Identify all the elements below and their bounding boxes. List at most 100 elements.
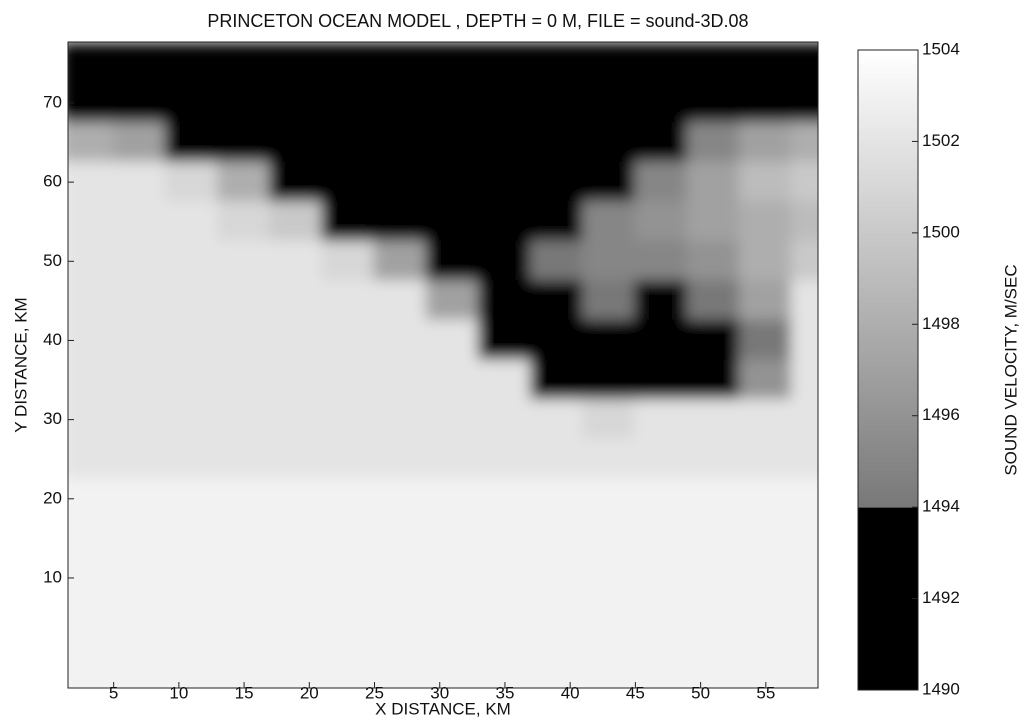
heat-cell [790, 438, 818, 480]
colorbar-cell [858, 72, 918, 78]
heat-cell [373, 121, 428, 164]
heat-cell [477, 121, 533, 164]
heat-cell [68, 675, 115, 688]
heat-cell [738, 675, 793, 688]
heat-cell [530, 636, 585, 678]
colorbar-cell [858, 99, 918, 106]
colorbar-cell [858, 323, 918, 330]
heat-cell [321, 675, 376, 688]
heat-cell [477, 82, 533, 124]
colorbar-cell [858, 291, 918, 298]
heat-cell [686, 359, 741, 401]
colorbar-cell [858, 520, 918, 526]
heat-cell [686, 636, 741, 678]
heat-cell [217, 517, 272, 560]
plot-area [68, 42, 818, 688]
heat-cell [164, 398, 219, 441]
colorbar-tick-label: 1498 [922, 314, 960, 333]
heat-cell [269, 359, 324, 401]
colorbar-cell [858, 625, 918, 632]
heat-cell [425, 438, 480, 480]
heat-cell [686, 240, 741, 283]
heat-cell [269, 161, 324, 203]
heat-cell [164, 319, 219, 362]
heat-cell [790, 478, 818, 520]
heat-cell [634, 398, 689, 441]
heat-cell [477, 478, 533, 520]
y-tick-label: 30 [43, 409, 62, 428]
heat-cell [112, 438, 167, 480]
heat-cell [68, 82, 115, 124]
colorbar-cell [858, 680, 918, 686]
colorbar-cell [858, 296, 918, 302]
heat-cell [269, 557, 324, 599]
heat-cell [790, 557, 818, 599]
colorbar-tick-label: 1496 [922, 405, 960, 424]
colorbar-cell [858, 392, 918, 398]
heat-cell [321, 200, 376, 243]
heat-cell [68, 280, 115, 322]
colorbar-cell [858, 451, 918, 458]
heat-cell [217, 200, 272, 243]
colorbar-cell [858, 415, 918, 421]
heat-cell [269, 200, 324, 243]
colorbar-cell [858, 259, 918, 266]
heat-cell [373, 319, 428, 362]
heat-cell [582, 478, 637, 520]
colorbar-cell [858, 442, 918, 449]
colorbar-cell [858, 671, 918, 677]
heat-cell [321, 280, 376, 322]
heat-cell [790, 319, 818, 362]
heat-cell [373, 42, 428, 85]
colorbar-cell [858, 337, 918, 344]
heat-cell [373, 359, 428, 401]
heat-cell [321, 636, 376, 678]
heat-cell [164, 280, 219, 322]
heat-cell [738, 517, 793, 560]
colorbar-tick-label: 1492 [922, 588, 960, 607]
heat-cell [582, 200, 637, 243]
heat-cell [164, 161, 219, 203]
heat-cell [530, 82, 585, 124]
heat-cell [582, 557, 637, 599]
colorbar-cell [858, 534, 918, 540]
colorbar-cell [858, 652, 918, 659]
heat-cell [477, 240, 533, 283]
colorbar-cell [858, 566, 918, 572]
x-tick-label: 45 [626, 683, 645, 702]
colorbar-cell [858, 241, 918, 248]
heat-cell [269, 280, 324, 322]
heat-cell [634, 240, 689, 283]
heat-cell [217, 557, 272, 599]
heat-cell [790, 121, 818, 164]
heat-cell [425, 200, 480, 243]
colorbar-cell [858, 383, 918, 389]
heat-cell [112, 557, 167, 599]
colorbar-cell [858, 177, 918, 184]
x-tick-label: 30 [430, 683, 449, 702]
heat-cell [530, 319, 585, 362]
colorbar-cell [858, 223, 918, 229]
colorbar-cell [858, 593, 918, 600]
heat-cell [164, 121, 219, 164]
heat-cell [582, 82, 637, 124]
heat-cell [321, 359, 376, 401]
heat-cell [634, 200, 689, 243]
heat-cell [269, 478, 324, 520]
heat-cell [634, 438, 689, 480]
heat-cell [112, 42, 167, 85]
x-tick-label: 5 [109, 683, 118, 702]
heat-cell [686, 517, 741, 560]
heat-cell [425, 557, 480, 599]
heat-cell [373, 240, 428, 283]
colorbar-cell [858, 195, 918, 202]
heat-cell [68, 596, 115, 639]
colorbar-cell [858, 86, 918, 92]
heat-cell [790, 82, 818, 124]
colorbar-cell [858, 328, 918, 334]
heat-cell [68, 161, 115, 203]
heat-cell [686, 319, 741, 362]
heat-cell [321, 319, 376, 362]
heat-cell [634, 359, 689, 401]
heat-cell [634, 675, 689, 688]
